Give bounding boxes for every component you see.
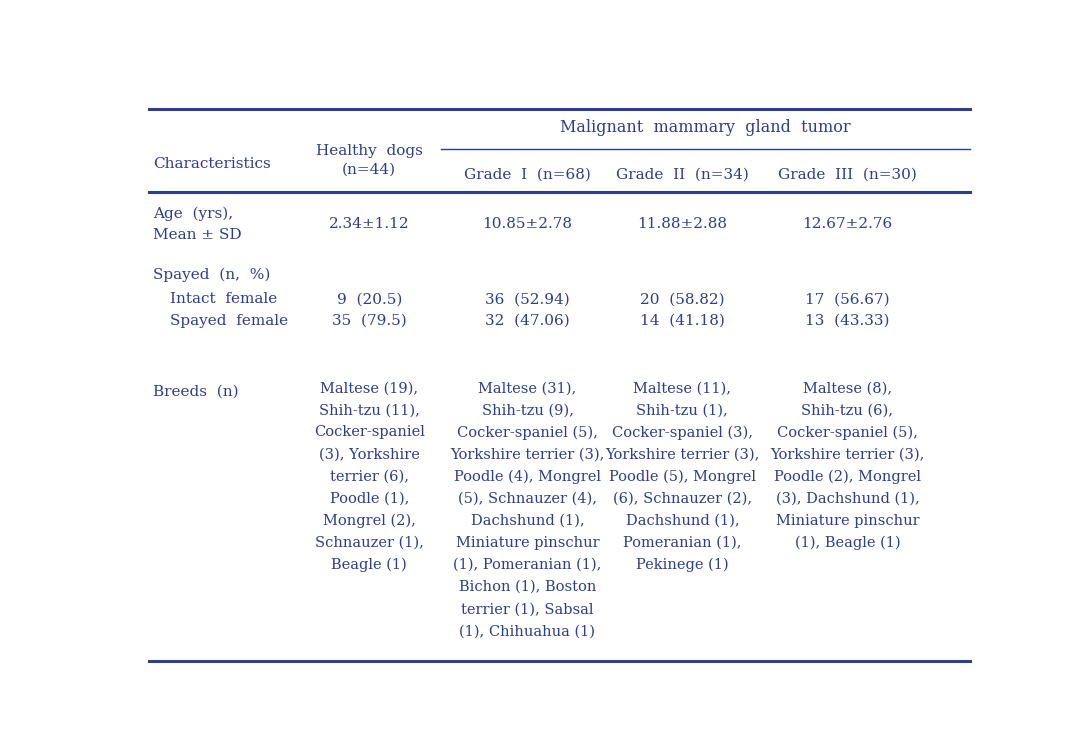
Text: Grade  II  (n=34): Grade II (n=34) (616, 168, 749, 182)
Text: (6), Schnauzer (2),: (6), Schnauzer (2), (613, 492, 752, 506)
Text: Poodle (4), Mongrel: Poodle (4), Mongrel (454, 470, 601, 484)
Text: terrier (6),: terrier (6), (330, 470, 408, 484)
Text: Intact  female: Intact female (170, 292, 277, 307)
Text: Pomeranian (1),: Pomeranian (1), (624, 536, 741, 550)
Text: Pekinege (1): Pekinege (1) (636, 558, 728, 572)
Text: Dachshund (1),: Dachshund (1), (626, 514, 739, 528)
Text: Maltese (31),: Maltese (31), (478, 381, 577, 396)
Text: Spayed  (n,  %): Spayed (n, %) (153, 267, 271, 282)
Text: 13  (43.33): 13 (43.33) (805, 314, 890, 328)
Text: (3), Dachshund (1),: (3), Dachshund (1), (775, 492, 919, 506)
Text: terrier (1), Sabsal: terrier (1), Sabsal (461, 602, 594, 616)
Text: Poodle (1),: Poodle (1), (330, 492, 408, 506)
Text: Breeds  (n): Breeds (n) (153, 384, 239, 398)
Text: 17  (56.67): 17 (56.67) (805, 292, 890, 307)
Text: Yorkshire terrier (3),: Yorkshire terrier (3), (605, 448, 760, 461)
Text: Spayed  female: Spayed female (170, 314, 288, 328)
Text: Healthy  dogs
(n=44): Healthy dogs (n=44) (316, 143, 423, 177)
Text: 35  (79.5): 35 (79.5) (332, 314, 406, 328)
Text: Shih-tzu (1),: Shih-tzu (1), (637, 403, 728, 418)
Text: 32  (47.06): 32 (47.06) (485, 314, 570, 328)
Text: (1), Beagle (1): (1), Beagle (1) (795, 536, 900, 550)
Text: (1), Chihuahua (1): (1), Chihuahua (1) (460, 624, 595, 638)
Text: Dachshund (1),: Dachshund (1), (471, 514, 584, 528)
Text: 9  (20.5): 9 (20.5) (336, 292, 402, 307)
Text: 12.67±2.76: 12.67±2.76 (803, 217, 892, 231)
Text: 10.85±2.78: 10.85±2.78 (483, 217, 572, 231)
Text: Bichon (1), Boston: Bichon (1), Boston (459, 580, 596, 594)
Text: Poodle (5), Mongrel: Poodle (5), Mongrel (609, 470, 756, 484)
Text: Age  (yrs),
Mean ± SD: Age (yrs), Mean ± SD (153, 207, 242, 242)
Text: 14  (41.18): 14 (41.18) (640, 314, 725, 328)
Text: Cocker-spaniel: Cocker-spaniel (313, 426, 425, 439)
Text: Cocker-spaniel (5),: Cocker-spaniel (5), (458, 426, 598, 440)
Text: 2.34±1.12: 2.34±1.12 (329, 217, 410, 231)
Text: Grade  I  (n=68): Grade I (n=68) (464, 168, 591, 182)
Text: Mongrel (2),: Mongrel (2), (323, 514, 416, 528)
Text: Cocker-spaniel (3),: Cocker-spaniel (3), (612, 426, 752, 440)
Text: (5), Schnauzer (4),: (5), Schnauzer (4), (458, 492, 597, 506)
Text: Maltese (19),: Maltese (19), (320, 381, 418, 396)
Text: Grade  III  (n=30): Grade III (n=30) (778, 168, 917, 182)
Text: Schnauzer (1),: Schnauzer (1), (314, 536, 424, 550)
Text: Miniature pinschur: Miniature pinschur (455, 536, 600, 550)
Text: Yorkshire terrier (3),: Yorkshire terrier (3), (450, 448, 605, 461)
Text: Shih-tzu (11),: Shih-tzu (11), (319, 403, 419, 418)
Text: Maltese (8),: Maltese (8), (803, 381, 892, 396)
Text: Maltese (11),: Maltese (11), (633, 381, 732, 396)
Text: (1), Pomeranian (1),: (1), Pomeranian (1), (453, 558, 602, 572)
Text: Yorkshire terrier (3),: Yorkshire terrier (3), (770, 448, 925, 461)
Text: Shih-tzu (6),: Shih-tzu (6), (802, 403, 893, 418)
Text: Miniature pinschur: Miniature pinschur (775, 514, 919, 528)
Text: 36  (52.94): 36 (52.94) (485, 292, 570, 307)
Text: Cocker-spaniel (5),: Cocker-spaniel (5), (776, 426, 918, 440)
Text: Shih-tzu (9),: Shih-tzu (9), (482, 403, 573, 418)
Text: Malignant  mammary  gland  tumor: Malignant mammary gland tumor (560, 119, 851, 137)
Text: (3), Yorkshire: (3), Yorkshire (319, 448, 419, 461)
Text: Poodle (2), Mongrel: Poodle (2), Mongrel (774, 470, 921, 484)
Text: Beagle (1): Beagle (1) (331, 558, 407, 572)
Text: Characteristics: Characteristics (153, 158, 271, 171)
Text: 11.88±2.88: 11.88±2.88 (638, 217, 727, 231)
Text: 20  (58.82): 20 (58.82) (640, 292, 725, 307)
